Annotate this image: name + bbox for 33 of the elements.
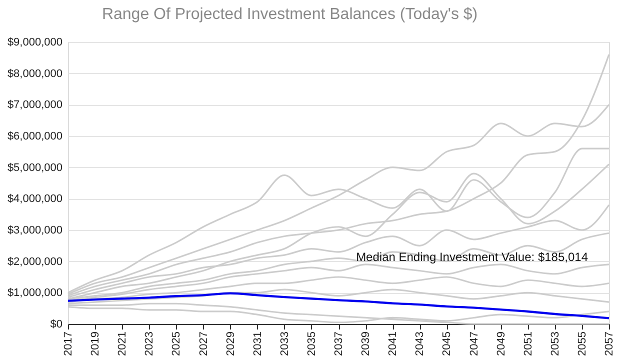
x-tick-label: 2027: [198, 332, 210, 356]
x-tick-label: 2023: [144, 332, 156, 356]
x-tick-label: 2017: [62, 332, 74, 356]
x-tick-label: 2029: [224, 332, 237, 356]
x-tick-label: 2025: [170, 332, 183, 356]
x-tick-label: 2031: [252, 332, 264, 356]
x-tick-label: 2041: [387, 332, 400, 356]
x-tick-label: 2045: [441, 332, 454, 356]
y-tick-label: $1,000,000: [7, 287, 62, 300]
y-tick-label: $7,000,000: [7, 99, 62, 112]
chart-title: Range Of Projected Investment Balances (Today's $): [102, 6, 478, 23]
x-tick-label: 2043: [414, 332, 426, 356]
x-tick-label: 2035: [306, 332, 318, 356]
x-tick-label: 2057: [604, 332, 616, 356]
y-tick-label: $8,000,000: [7, 68, 62, 80]
y-tick-label: $2,000,000: [7, 256, 62, 268]
x-tick-label: 2021: [116, 332, 129, 356]
annotation: Median Ending Investment Value: $185,014: [356, 250, 588, 264]
y-tick-label: $9,000,000: [7, 36, 62, 48]
x-tick-label: 2049: [495, 332, 508, 356]
x-tick-label: 2055: [576, 332, 588, 356]
x-tick-label: 2037: [333, 332, 345, 356]
y-tick-label: $5,000,000: [7, 162, 62, 174]
x-tick-label: 2039: [360, 332, 372, 356]
x-tick-label: 2051: [522, 332, 534, 356]
x-tick-label: 2053: [549, 332, 562, 356]
y-tick-label: $4,000,000: [7, 193, 62, 206]
x-tick-label: 2047: [468, 332, 480, 356]
y-tick-label: $3,000,000: [7, 224, 62, 236]
x-tick-label: 2019: [90, 332, 102, 356]
y-tick-label: $0: [50, 318, 62, 330]
y-tick-label: $6,000,000: [7, 130, 62, 142]
x-tick-label: 2033: [278, 332, 291, 356]
